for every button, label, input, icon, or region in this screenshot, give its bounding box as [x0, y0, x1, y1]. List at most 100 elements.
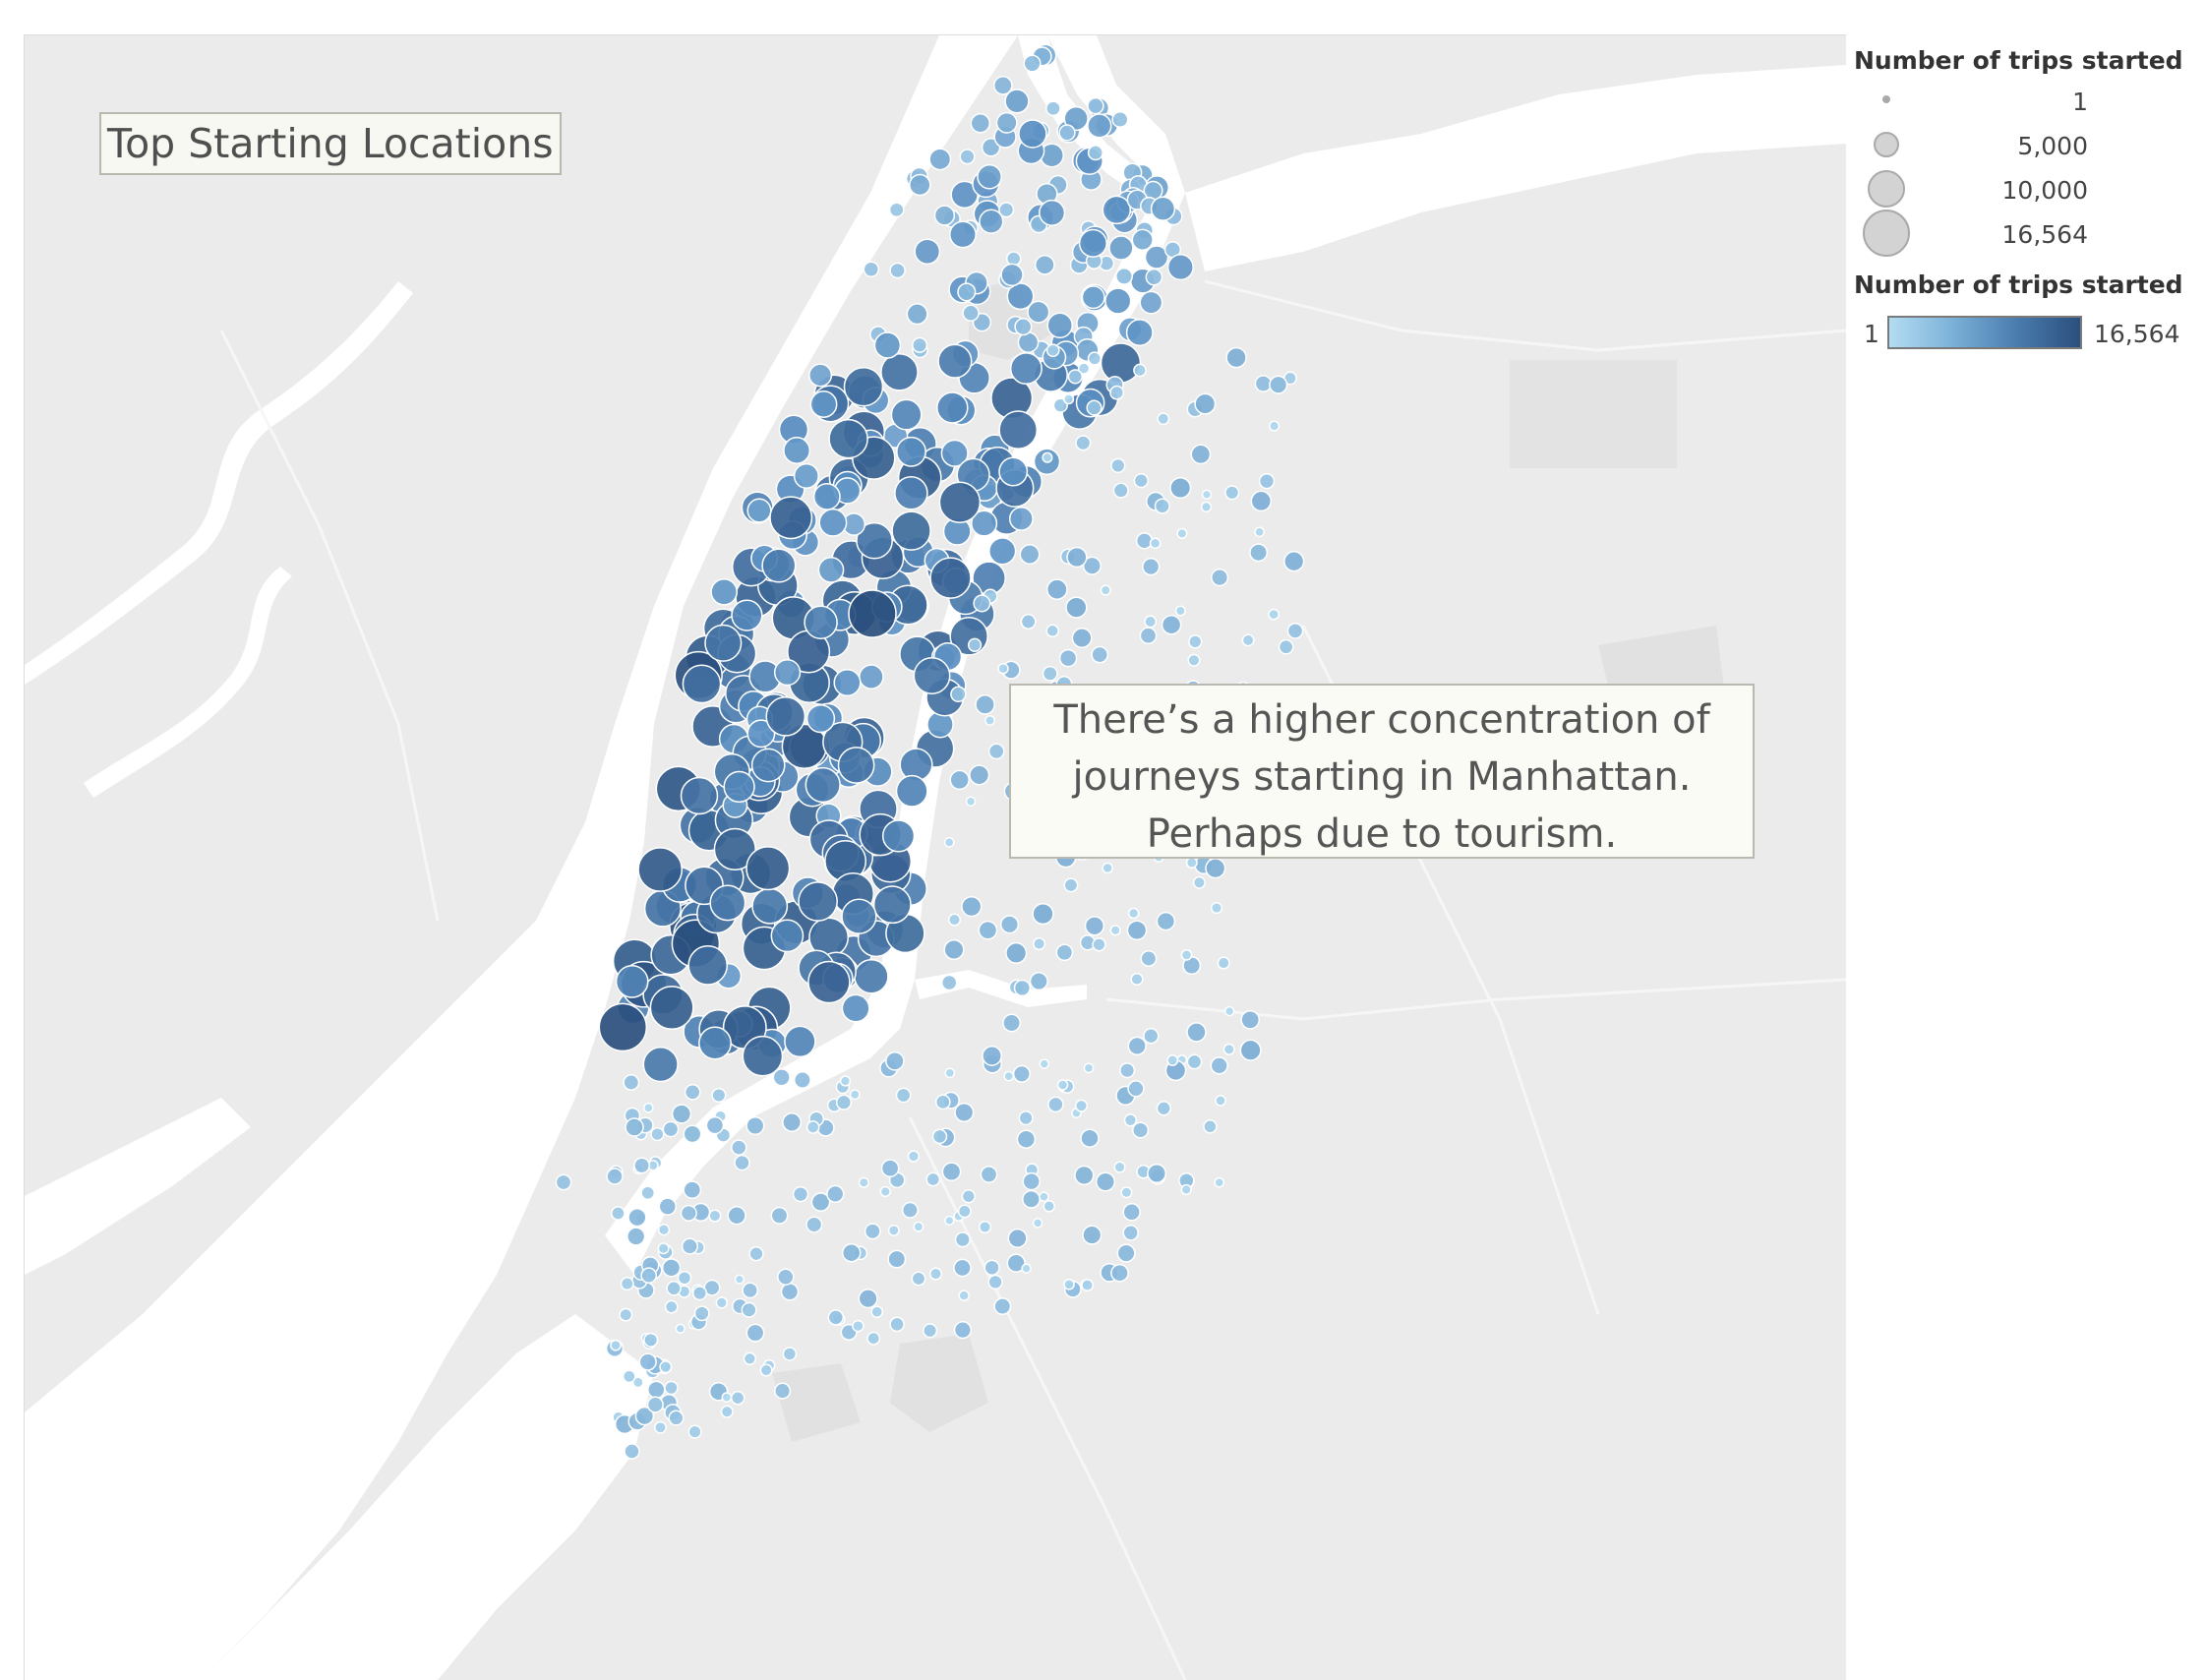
station-marker[interactable] — [661, 1258, 682, 1278]
station-marker[interactable] — [1203, 1119, 1218, 1134]
station-marker[interactable] — [1045, 343, 1060, 358]
station-marker[interactable] — [925, 1171, 941, 1187]
station-marker[interactable] — [634, 1406, 655, 1426]
station-marker[interactable] — [934, 1094, 951, 1110]
station-marker[interactable] — [958, 1290, 970, 1301]
station-marker[interactable] — [1122, 1203, 1141, 1222]
station-marker[interactable] — [1176, 527, 1188, 539]
station-marker[interactable] — [943, 837, 955, 848]
station-marker[interactable] — [745, 1323, 765, 1343]
station-marker[interactable] — [817, 557, 845, 583]
station-marker[interactable] — [1269, 375, 1288, 394]
station-marker[interactable] — [1240, 1009, 1261, 1030]
station-marker[interactable] — [1126, 920, 1148, 941]
station-marker[interactable] — [880, 352, 919, 391]
station-marker[interactable] — [1009, 352, 1043, 386]
station-marker[interactable] — [1003, 1070, 1015, 1082]
station-marker[interactable] — [1154, 498, 1170, 514]
station-marker[interactable] — [1034, 254, 1055, 275]
station-marker[interactable] — [943, 938, 965, 961]
station-marker[interactable] — [965, 796, 977, 808]
station-marker[interactable] — [944, 1067, 956, 1079]
station-marker[interactable] — [866, 1331, 881, 1346]
station-marker[interactable] — [1144, 615, 1158, 629]
station-marker[interactable] — [770, 1206, 789, 1225]
station-marker[interactable] — [777, 1268, 795, 1286]
station-marker[interactable] — [1066, 546, 1088, 569]
station-marker[interactable] — [1113, 1161, 1126, 1173]
station-marker[interactable] — [1077, 362, 1091, 375]
station-marker[interactable] — [1039, 1191, 1049, 1203]
station-marker[interactable] — [649, 986, 694, 1031]
station-marker[interactable] — [643, 1332, 659, 1348]
station-marker[interactable] — [1111, 110, 1129, 129]
station-marker[interactable] — [1018, 1110, 1034, 1126]
station-marker[interactable] — [923, 1323, 938, 1339]
station-marker[interactable] — [1186, 1053, 1203, 1070]
station-marker[interactable] — [1166, 254, 1194, 281]
station-marker[interactable] — [1092, 937, 1106, 952]
station-marker[interactable] — [808, 363, 833, 388]
station-marker[interactable] — [1006, 1253, 1026, 1273]
station-marker[interactable] — [971, 510, 998, 537]
station-marker[interactable] — [1087, 145, 1103, 161]
station-marker[interactable] — [827, 1309, 845, 1326]
station-marker[interactable] — [1052, 397, 1068, 413]
station-marker[interactable] — [894, 475, 928, 510]
station-marker[interactable] — [1046, 312, 1073, 339]
station-marker[interactable] — [704, 624, 743, 662]
station-marker[interactable] — [873, 331, 902, 359]
station-marker[interactable] — [995, 111, 1018, 134]
station-marker[interactable] — [745, 846, 791, 891]
size-legend-item-1[interactable]: 1 — [1854, 78, 2198, 122]
station-marker[interactable] — [812, 482, 841, 510]
station-marker[interactable] — [1188, 634, 1203, 649]
station-marker[interactable] — [1086, 399, 1103, 416]
station-marker[interactable] — [1222, 1043, 1235, 1055]
station-marker[interactable] — [987, 1274, 1003, 1290]
station-marker[interactable] — [1131, 228, 1154, 251]
station-marker[interactable] — [1074, 1165, 1095, 1186]
station-marker[interactable] — [809, 390, 838, 418]
station-marker[interactable] — [835, 1094, 853, 1110]
station-marker[interactable] — [1081, 1279, 1095, 1292]
station-marker[interactable] — [711, 1087, 727, 1104]
station-marker[interactable] — [937, 343, 973, 379]
station-marker[interactable] — [1022, 1189, 1041, 1209]
station-marker[interactable] — [658, 1197, 678, 1216]
station-marker[interactable] — [828, 418, 868, 459]
station-marker[interactable] — [890, 398, 923, 431]
size-legend-item-4[interactable]: 16,564 — [1854, 210, 2198, 257]
station-marker[interactable] — [970, 113, 991, 134]
station-marker[interactable] — [1190, 444, 1212, 465]
station-marker[interactable] — [770, 919, 805, 953]
station-marker[interactable] — [1042, 665, 1058, 682]
station-marker[interactable] — [1200, 501, 1213, 513]
station-marker[interactable] — [1156, 911, 1176, 931]
station-marker[interactable] — [940, 974, 958, 991]
station-marker[interactable] — [954, 1102, 975, 1123]
station-marker[interactable] — [774, 1382, 792, 1400]
station-marker[interactable] — [1130, 972, 1144, 987]
station-marker[interactable] — [856, 521, 893, 560]
station-marker[interactable] — [1058, 648, 1078, 668]
station-marker[interactable] — [792, 1185, 809, 1203]
station-marker[interactable] — [992, 76, 1013, 95]
station-marker[interactable] — [633, 1157, 651, 1174]
station-marker[interactable] — [675, 1323, 686, 1334]
station-marker[interactable] — [854, 958, 889, 994]
station-marker[interactable] — [1055, 943, 1074, 962]
station-marker[interactable] — [1214, 1176, 1225, 1188]
station-marker[interactable] — [1027, 300, 1050, 324]
station-marker[interactable] — [657, 1224, 671, 1236]
station-marker[interactable] — [929, 557, 972, 599]
station-marker[interactable] — [705, 1115, 725, 1135]
station-marker[interactable] — [1023, 54, 1042, 73]
station-marker[interactable] — [957, 282, 977, 302]
station-marker[interactable] — [626, 1227, 646, 1246]
station-marker[interactable] — [759, 1363, 773, 1377]
station-marker[interactable] — [1063, 877, 1079, 893]
station-marker[interactable] — [896, 436, 926, 467]
station-marker[interactable] — [623, 1074, 640, 1091]
station-marker[interactable] — [887, 1224, 900, 1236]
